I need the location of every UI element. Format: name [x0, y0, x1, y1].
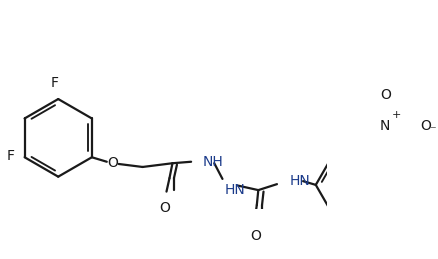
Text: +: + [392, 111, 401, 120]
Text: F: F [6, 149, 14, 163]
Text: O: O [380, 88, 391, 102]
Text: O: O [251, 229, 261, 243]
Text: NH: NH [202, 155, 223, 169]
Text: O: O [420, 119, 431, 133]
Text: HN: HN [290, 174, 311, 188]
Text: HN: HN [225, 183, 245, 197]
Text: O: O [159, 200, 170, 214]
Text: O: O [107, 156, 118, 170]
Text: N: N [380, 119, 390, 133]
Text: F: F [50, 76, 59, 90]
Text: ⁻: ⁻ [429, 124, 436, 138]
